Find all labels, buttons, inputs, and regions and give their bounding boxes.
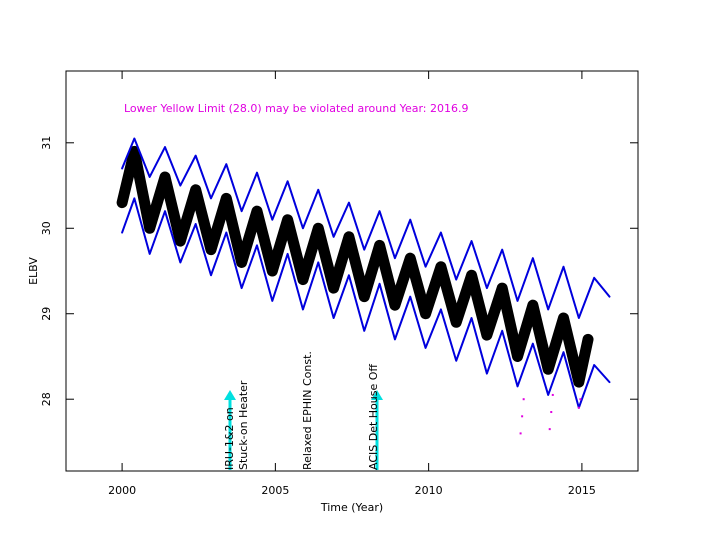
y-tick-label: 31 (40, 136, 53, 150)
x-tick-label: 2010 (415, 484, 443, 497)
data-point (550, 411, 553, 414)
y-axis-label: ELBV (27, 257, 40, 285)
event-label: IRU-1&2 on (223, 407, 236, 470)
data-point (577, 406, 580, 409)
envelope-line (121, 137, 611, 320)
chart-title: Lower Yellow Limit (28.0) may be violate… (124, 102, 468, 115)
data-point (522, 398, 525, 401)
data-point (521, 415, 524, 418)
data-point (579, 398, 582, 401)
event-label: Relaxed EPHIN Const. (301, 351, 314, 470)
envelope-line (121, 197, 611, 409)
data-band (116, 145, 594, 388)
arrow-head (224, 390, 236, 400)
y-tick-label: 28 (40, 392, 53, 406)
x-tick-label: 2000 (108, 484, 136, 497)
event-label: ACIS Det House Off (367, 364, 380, 470)
data-point (519, 432, 522, 435)
data-point (548, 428, 551, 431)
data-point (551, 393, 554, 396)
x-tick-label: 2005 (261, 484, 289, 497)
plot-frame (65, 70, 639, 472)
y-tick-label: 30 (40, 221, 53, 235)
arrow-head (371, 390, 383, 400)
x-tick-label: 2015 (568, 484, 596, 497)
event-label: Stuck-on Heater (237, 380, 250, 470)
x-axis-label: Time (Year) (320, 501, 383, 514)
y-tick-label: 29 (40, 307, 53, 321)
event-arrows (224, 390, 383, 470)
